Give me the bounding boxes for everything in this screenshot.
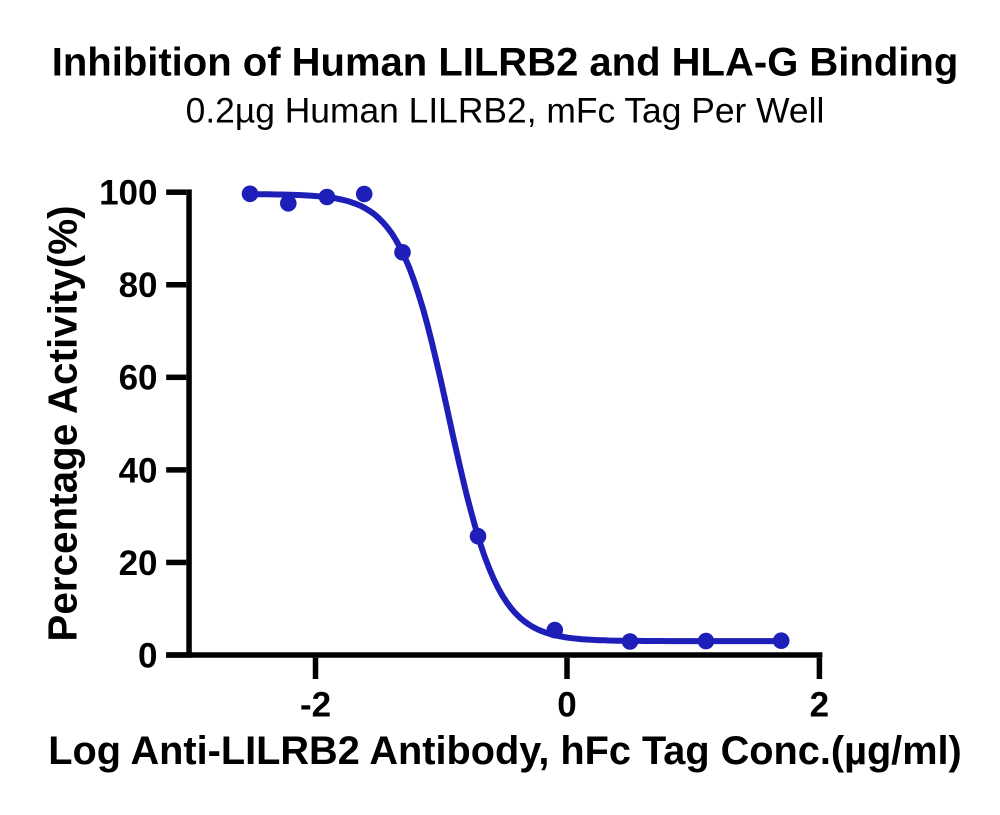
svg-text:0: 0	[557, 686, 576, 725]
svg-text:20: 20	[119, 544, 158, 583]
svg-text:80: 80	[119, 266, 158, 305]
svg-text:Log Anti-LILRB2 Antibody, hFc: Log Anti-LILRB2 Antibody, hFc Tag Conc.(…	[48, 729, 962, 773]
svg-text:Inhibition of Human LILRB2 and: Inhibition of Human LILRB2 and HLA-G Bin…	[52, 40, 959, 84]
svg-text:Percentage Activity(%): Percentage Activity(%)	[40, 205, 86, 641]
svg-text:0.2µg Human LILRB2, mFc Tag Pe: 0.2µg Human LILRB2, mFc Tag Per Well	[186, 91, 825, 131]
svg-text:0: 0	[138, 636, 157, 675]
svg-text:100: 100	[99, 174, 157, 213]
svg-text:2: 2	[810, 686, 829, 725]
svg-text:60: 60	[119, 359, 158, 398]
svg-text:-2: -2	[300, 686, 331, 725]
svg-text:40: 40	[119, 451, 158, 490]
